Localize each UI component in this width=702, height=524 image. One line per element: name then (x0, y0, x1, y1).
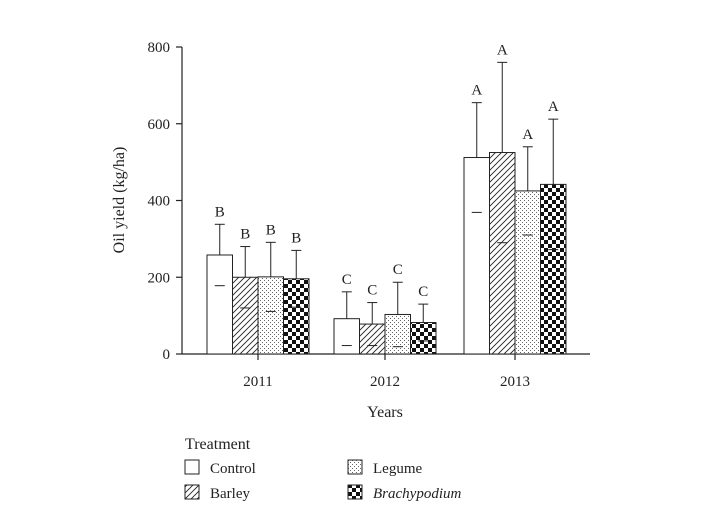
legend-title: Treatment (185, 436, 251, 453)
bar-brachypodium-2013 (540, 183, 567, 355)
x-axis-label: Years (367, 404, 403, 421)
y-axis: 0 200 400 600 800 (148, 40, 183, 363)
y-tick-label: 400 (148, 194, 171, 210)
legend-label-control: Control (210, 461, 256, 477)
x-tick-label: 2011 (243, 374, 272, 390)
significance-letter: C (367, 283, 377, 299)
x-tick-label: 2013 (500, 374, 530, 390)
significance-letter: B (266, 222, 276, 238)
bar-legume-2012 (384, 313, 411, 355)
legend-label-legume: Legume (373, 461, 422, 477)
bar-control-2011 (206, 254, 233, 355)
bar-legume-2011 (257, 276, 284, 355)
significance-letter: B (215, 204, 225, 220)
y-tick-label: 0 (163, 347, 171, 363)
legend-label-barley: Barley (210, 486, 250, 502)
significance-letter: A (522, 127, 533, 143)
legend-label-brachypodium: Brachypodium (373, 486, 461, 502)
legend-swatch-brachypodium (347, 484, 363, 500)
bar-barley-2011 (232, 276, 259, 355)
significance-letter: A (497, 42, 508, 58)
x-tick-label: 2012 (370, 374, 400, 390)
legend-swatch-barley (184, 484, 200, 500)
significance-letter: C (418, 284, 428, 300)
y-tick-label: 800 (148, 40, 171, 56)
bar-barley-2013 (489, 152, 516, 355)
bar-brachypodium-2012 (410, 322, 437, 355)
y-tick-label: 200 (148, 270, 171, 286)
bar-legume-2013 (514, 190, 541, 355)
significance-letter: B (240, 227, 250, 243)
significance-letter: C (342, 272, 352, 288)
bar-control-2012 (333, 318, 360, 355)
x-axis: 2011 2012 2013 (182, 353, 590, 390)
legend: Treatment Control Barley Legume Brachypodiu… (184, 436, 461, 502)
legend-swatch-legume (347, 459, 363, 475)
y-axis-label: Oil yield (kg/ha) (111, 147, 128, 254)
significance-letter: A (548, 99, 559, 115)
y-tick-label: 600 (148, 117, 171, 133)
significance-letter: C (393, 262, 403, 278)
bar-control-2013 (463, 157, 490, 355)
significance-letter: A (471, 83, 482, 99)
bar-brachypodium-2011 (283, 278, 310, 355)
bar-barley-2012 (359, 323, 386, 355)
significance-letter: B (291, 230, 301, 246)
legend-swatch-control (184, 459, 200, 475)
